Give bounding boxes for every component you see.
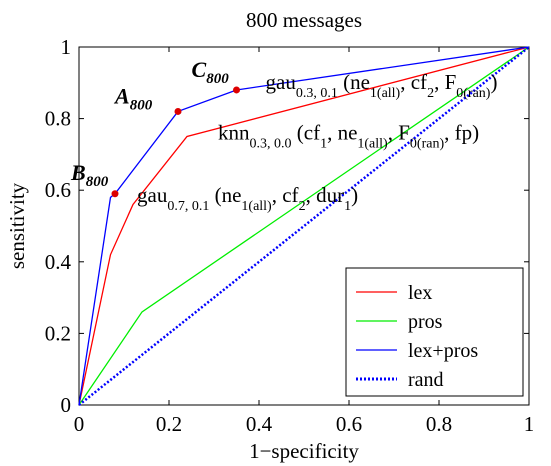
series-line-pros [78, 46, 530, 406]
legend-label-lex: lex [408, 282, 432, 304]
x-tick-label: 0.6 [336, 412, 362, 436]
plot-frame [78, 46, 530, 406]
y-tick-label: 0.6 [45, 178, 71, 202]
point-annotation-B: gau0.7, 0.1 (ne1(all), cf2, dur1) [137, 183, 358, 214]
point-annotation-A: knn0.3, 0.0 (cf1, ne1(all), F0(ran), fp) [218, 120, 479, 151]
chart-title: 800 messages [246, 8, 362, 32]
x-tick-label: 0.2 [156, 412, 182, 436]
operating-point-B [111, 190, 119, 198]
x-tick-label: 1 [524, 412, 535, 436]
legend-label-rand: rand [408, 369, 444, 391]
x-tick-label: 0.4 [246, 412, 273, 436]
y-tick-label: 0.2 [45, 321, 71, 345]
point-label-A: A800 [113, 83, 153, 113]
y-axis-label: sensitivity [5, 182, 29, 269]
series-line-lex [78, 46, 530, 406]
legend-label-pros: pros [408, 311, 443, 333]
legend-label-lex-pros: lex+pros [408, 340, 478, 362]
y-tick-label: 0 [61, 393, 72, 417]
y-tick-label: 0.8 [45, 107, 71, 131]
operating-point-A [174, 107, 182, 115]
series-line-lex-pros [78, 46, 530, 406]
point-label-B: B800 [70, 160, 109, 190]
x-tick-label: 0.8 [426, 412, 452, 436]
y-tick-label: 1 [61, 35, 72, 59]
legend-box [345, 267, 524, 397]
x-tick-label: 0 [74, 412, 85, 436]
x-axis-label: 1−specificity [249, 439, 359, 463]
point-annotation-C: gau0.3, 0.1 (ne1(all), cf2, F0(ran)) [266, 70, 498, 101]
y-tick-label: 0.4 [45, 250, 72, 274]
operating-point-C [233, 86, 240, 94]
point-label-C: C800 [192, 57, 230, 87]
